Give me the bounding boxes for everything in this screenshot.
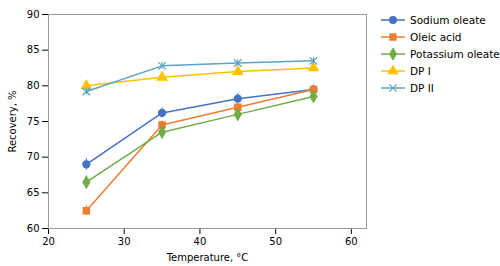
- html-text:DP II: DP II: [410, 82, 434, 94]
- svg-text:30: 30: [118, 236, 131, 247]
- svg-text:70: 70: [27, 151, 40, 162]
- svg-text:Temperature, °C: Temperature, °C: [166, 252, 249, 263]
- svg-text:20: 20: [42, 236, 55, 247]
- svg-text:65: 65: [27, 187, 40, 198]
- svg-text:40: 40: [194, 236, 207, 247]
- svg-text:Recovery, %: Recovery, %: [7, 90, 18, 152]
- svg-text:60: 60: [27, 223, 40, 234]
- svg-text:85: 85: [27, 44, 40, 55]
- svg-text:90: 90: [27, 9, 40, 20]
- html-text:DP I: DP I: [410, 65, 431, 77]
- svg-text:60: 60: [345, 236, 358, 247]
- svg-text:75: 75: [27, 116, 40, 127]
- html-text:Oleic acid: Oleic acid: [410, 31, 462, 43]
- svg-text:50: 50: [269, 236, 282, 247]
- html-text:Sodium oleate: Sodium oleate: [410, 14, 486, 26]
- html-text:Potassium oleate: Potassium oleate: [410, 48, 500, 60]
- svg-text:80: 80: [27, 80, 40, 91]
